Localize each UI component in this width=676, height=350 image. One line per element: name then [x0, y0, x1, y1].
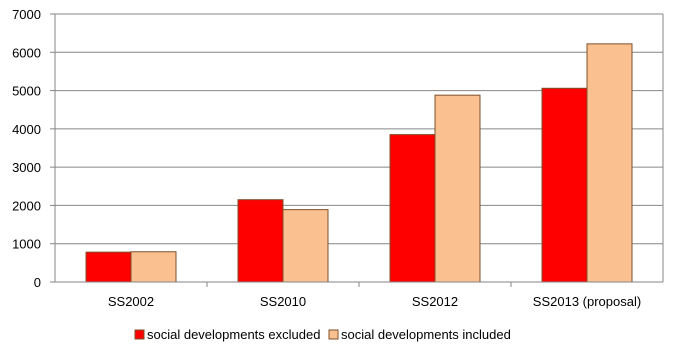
y-tick-label: 1000: [12, 237, 41, 252]
y-tick-labels: 0 1000 2000 3000 4000 5000 6000 7000: [12, 7, 41, 290]
legend-label-excluded: social developments excluded: [147, 327, 320, 342]
y-tick-label: 0: [34, 275, 41, 290]
bar-included-ss2002: [130, 251, 177, 283]
legend: social developments excluded social devel…: [134, 327, 511, 342]
x-tick-label: SS2012: [412, 294, 458, 309]
bars: [85, 43, 633, 283]
x-tick-label: SS2010: [260, 294, 306, 309]
y-tick-label: 2000: [12, 198, 41, 213]
gridlines: [55, 13, 663, 245]
y-tick-label: 4000: [12, 122, 41, 137]
x-tick-label: SS2013 (proposal): [533, 294, 641, 309]
bar-excluded-ss2013-proposal-: [541, 87, 588, 283]
bar-excluded-ss2002: [85, 251, 132, 283]
legend-swatch-included: [328, 329, 339, 340]
y-tick-label: 7000: [12, 7, 41, 22]
y-tick-label: 6000: [12, 45, 41, 60]
axes: [50, 13, 664, 287]
y-tick-label: 3000: [12, 160, 41, 175]
x-tick-label: SS2002: [108, 294, 154, 309]
x-tick-labels: SS2002 SS2010 SS2012 SS2013 (proposal): [108, 294, 641, 309]
legend-label-included: social developments included: [341, 327, 511, 342]
bar-included-ss2012: [434, 94, 481, 283]
bar-excluded-ss2012: [389, 134, 436, 283]
bar-included-ss2013-proposal-: [586, 43, 633, 283]
y-tick-label: 5000: [12, 84, 41, 99]
bar-included-ss2010: [282, 209, 329, 283]
legend-swatch-excluded: [134, 329, 145, 340]
bar-excluded-ss2010: [237, 199, 284, 283]
